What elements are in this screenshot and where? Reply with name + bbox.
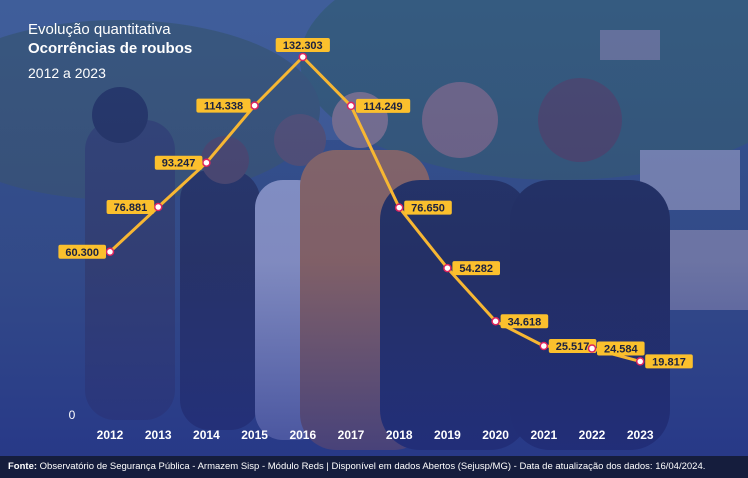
- chart-title-line1: Evolução quantitativa: [28, 21, 171, 38]
- data-label: 24.584: [604, 344, 639, 356]
- data-point: [635, 357, 645, 366]
- x-tick-label: 2018: [386, 428, 413, 442]
- x-tick-label: 2012: [97, 428, 124, 442]
- data-point: [202, 158, 211, 167]
- data-point: [443, 263, 452, 273]
- chart-title: Ocorrências de roubos: [28, 40, 193, 57]
- data-label-bg: [645, 354, 693, 369]
- data-point: [105, 247, 115, 257]
- data-label: 34.618: [508, 316, 542, 328]
- data-point: [539, 341, 549, 351]
- data-label: 54.282: [459, 263, 493, 275]
- source-label: Fonte:: [8, 461, 38, 472]
- data-point: [153, 202, 163, 212]
- x-tick-label: 2017: [338, 428, 365, 442]
- data-label-bg: [154, 155, 203, 170]
- data-point: [394, 203, 404, 212]
- x-tick-label: 2021: [530, 428, 557, 442]
- data-label-bg: [356, 98, 411, 113]
- data-label-bg: [548, 339, 597, 353]
- data-label-bg: [275, 38, 330, 52]
- data-label: 60.300: [65, 247, 99, 259]
- data-label-bg: [196, 98, 251, 113]
- data-point: [491, 317, 500, 326]
- chart-subtitle: 2012 a 2023: [28, 65, 106, 81]
- data-label-bg: [452, 261, 500, 276]
- data-point: [250, 101, 259, 110]
- x-tick-label: 2022: [579, 428, 606, 442]
- data-label: 19.817: [652, 356, 686, 368]
- x-tick-label: 2016: [289, 428, 316, 442]
- source-footer: Fonte: Observatório de Segurança Pública…: [0, 456, 748, 478]
- data-label: 76.650: [411, 203, 445, 215]
- data-label-bg: [500, 314, 549, 329]
- data-label-bg: [597, 341, 645, 356]
- data-label: 93.247: [162, 158, 196, 170]
- x-tick-label: 2013: [145, 428, 172, 442]
- data-label-bg: [106, 200, 155, 214]
- data-point: [587, 344, 597, 353]
- x-tick-label: 2019: [434, 428, 461, 442]
- line-chart: 0 2012 2013 2014 2015 2016 2017 2018 2019 2020 202…: [58, 38, 693, 442]
- data-label: 25.517: [556, 341, 590, 353]
- data-label: 114.338: [204, 101, 243, 113]
- x-tick-label: 2020: [482, 428, 509, 442]
- x-tick-label: 2015: [241, 428, 268, 442]
- source-text: Observatório de Segurança Pública - Arma…: [37, 461, 706, 472]
- title-block: Evolução quantitativa Ocorrências de rou…: [28, 20, 192, 83]
- x-tick-label: 2014: [193, 428, 220, 442]
- data-point: [346, 101, 356, 111]
- data-label: 132.303: [283, 40, 323, 52]
- data-label: 76.881: [114, 202, 148, 214]
- x-tick-label: 2023: [627, 428, 654, 442]
- data-point: [298, 52, 308, 62]
- data-label: 114.249: [364, 101, 403, 113]
- y-tick-label: 0: [69, 408, 76, 422]
- data-label-bg: [404, 200, 452, 215]
- data-label-bg: [58, 244, 106, 259]
